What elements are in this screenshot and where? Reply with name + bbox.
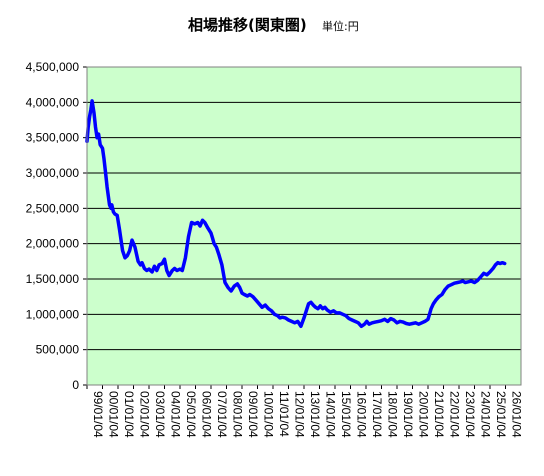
x-tick-label: 24/01/04 xyxy=(479,391,493,438)
x-tick-label: 22/01/04 xyxy=(448,391,462,438)
x-tick-label: 20/01/04 xyxy=(417,391,431,438)
y-tick-label: 2,000,000 xyxy=(26,237,80,251)
x-tick-label: 21/01/04 xyxy=(432,391,446,438)
x-tick-label: 13/01/04 xyxy=(308,391,322,438)
plot-border xyxy=(86,66,522,386)
x-tick-label: 23/01/04 xyxy=(463,391,477,438)
x-tick-label: 18/01/04 xyxy=(386,391,400,438)
x-tick-label: 11/01/04 xyxy=(277,391,291,437)
y-tick-label: 3,500,000 xyxy=(26,131,80,145)
series-line xyxy=(85,99,507,329)
y-tick-label: 4,500,000 xyxy=(26,60,80,74)
y-axis-ticks: 0 500,000 1,000,000 1,500,000 2,000,000 2,500… xyxy=(26,60,87,392)
plot-area xyxy=(87,67,521,385)
y-tick-label: 3,000,000 xyxy=(26,166,80,180)
gridlines xyxy=(87,101,521,351)
x-tick-label: 25/01/04 xyxy=(494,391,508,438)
x-tick-label: 10/01/04 xyxy=(262,391,276,438)
x-tick-label: 03/01/04 xyxy=(153,391,167,438)
x-tick-label: 09/01/04 xyxy=(246,391,260,438)
x-tick-label: 05/01/04 xyxy=(184,391,198,438)
x-tick-label: 17/01/04 xyxy=(370,391,384,438)
x-tick-label: 06/01/04 xyxy=(200,391,214,438)
x-tick-label: 26/01/04 xyxy=(510,391,524,438)
x-tick-label: 12/01/04 xyxy=(293,391,307,438)
x-tick-label: 15/01/04 xyxy=(339,391,353,438)
y-tick-label: 0 xyxy=(72,378,79,392)
x-tick-label: 99/01/04 xyxy=(91,391,105,438)
x-tick-label: 02/01/04 xyxy=(138,391,152,438)
x-tick-label: 08/01/04 xyxy=(231,391,245,438)
x-tick-label: 19/01/04 xyxy=(401,391,415,438)
y-tick-label: 4,000,000 xyxy=(26,95,80,109)
y-tick-label: 2,500,000 xyxy=(26,201,80,215)
chart-unit-label: 単位:円 xyxy=(322,19,359,33)
x-tick-label: 00/01/04 xyxy=(107,391,121,438)
x-tick-label: 04/01/04 xyxy=(169,391,183,438)
y-tick-label: 500,000 xyxy=(36,343,80,357)
x-tick-label: 16/01/04 xyxy=(355,391,369,438)
x-tick-label: 07/01/04 xyxy=(215,391,229,438)
y-tick-label: 1,000,000 xyxy=(26,307,80,321)
x-axis-ticks: 99/01/04 00/01/04 01/01/04 02/01/04 03/01/04… xyxy=(86,385,524,438)
x-tick-label: 14/01/04 xyxy=(324,391,338,438)
x-tick-label: 01/01/04 xyxy=(122,391,136,438)
chart-title: 相場推移(関東圏) xyxy=(188,16,307,34)
y-tick-label: 1,500,000 xyxy=(26,272,80,286)
